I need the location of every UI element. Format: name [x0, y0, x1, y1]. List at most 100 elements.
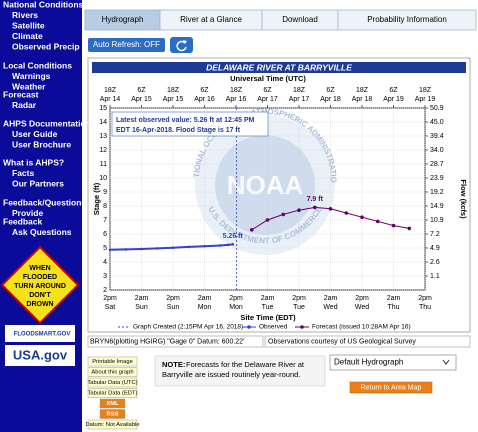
- data-point: [328, 207, 333, 211]
- sidebar-link[interactable]: Radar: [12, 100, 37, 110]
- legend-dot: [300, 325, 304, 329]
- tab[interactable]: [337, 9, 477, 31]
- data-point: [155, 247, 159, 250]
- sidebar-link[interactable]: Our Partners: [12, 178, 64, 188]
- y2-tick-label: 10.9: [430, 217, 444, 224]
- data-point: [218, 244, 222, 247]
- y-tick-label: 11: [100, 161, 107, 168]
- sidebar-link[interactable]: Provide: [12, 208, 43, 218]
- auto-refresh-button[interactable]: [88, 38, 165, 52]
- sidebar-heading: Local Conditions: [3, 60, 72, 70]
- legend-label: Forecast (issued 10:28AM Apr 16): [312, 324, 411, 331]
- x2-tick-label: 18Z: [293, 87, 306, 94]
- note-box: [154, 355, 326, 387]
- side-button[interactable]: [99, 398, 126, 409]
- sidebar-link[interactable]: Observed Precip: [12, 41, 80, 51]
- x-tick-label: 2pm: [355, 295, 369, 302]
- x2-tick-label: Apr 16: [226, 96, 247, 103]
- sidebar-link[interactable]: Ask Questions: [12, 227, 72, 237]
- sidebar-link[interactable]: Climate: [12, 31, 43, 41]
- x2-tick-label: 18Z: [167, 87, 180, 94]
- usagov-text: USA.gov: [13, 347, 68, 362]
- x-tick-label: Thu: [419, 304, 431, 311]
- note-text: Forecasts for the Delaware River at: [186, 360, 305, 369]
- x2-tick-label: Apr 18: [352, 96, 373, 103]
- sidebar-link[interactable]: User Brochure: [12, 139, 71, 149]
- x2-tick-label: 18Z: [419, 87, 432, 94]
- refresh-icon: [183, 40, 187, 44]
- dropdown-label[interactable]: Default Hydrograph: [334, 358, 403, 367]
- side-button[interactable]: [87, 356, 138, 367]
- sidebar-link[interactable]: Facts: [12, 168, 34, 178]
- y-tick-label: 9: [103, 189, 107, 196]
- side-button[interactable]: [87, 367, 138, 377]
- x-tick-label: Thu: [387, 304, 399, 311]
- side-button-label[interactable]: Tabular Data (UTC): [87, 380, 137, 386]
- x-tick-label: Mon: [229, 304, 243, 311]
- usagov-logo[interactable]: [5, 345, 75, 366]
- data-point: [231, 243, 235, 246]
- side-button-label[interactable]: RSS: [107, 412, 119, 418]
- y-tick-label: 6: [103, 231, 107, 238]
- side-button-label[interactable]: XML: [106, 401, 119, 407]
- return-button-label[interactable]: Return to Area Map: [361, 384, 422, 391]
- sidebar-heading: AHPS Documentation: [3, 118, 91, 128]
- sidebar-link[interactable]: Warnings: [12, 71, 51, 81]
- x-tick-label: 2am: [198, 295, 212, 302]
- refresh-button[interactable]: [170, 37, 193, 53]
- auto-refresh-label[interactable]: Auto Refresh: OFF: [93, 40, 160, 49]
- side-button[interactable]: [87, 377, 138, 388]
- x2-tick-label: Apr 19: [383, 96, 404, 103]
- side-button-label[interactable]: Printable Image: [92, 359, 133, 365]
- watermark-text: NOAA: [227, 170, 304, 200]
- y-tick-label: 15: [99, 105, 107, 112]
- y2-tick-label: 14.9: [430, 203, 444, 210]
- tab-label[interactable]: Download: [282, 15, 318, 24]
- side-button[interactable]: [87, 419, 138, 430]
- sidebar-link[interactable]: User Guide: [12, 129, 58, 139]
- refresh-icon: [176, 40, 187, 52]
- dropdown[interactable]: [329, 354, 457, 371]
- tab-label[interactable]: Hydrograph: [102, 15, 144, 24]
- side-button-label[interactable]: Tabular Data (EDT): [88, 391, 138, 397]
- y2-tick-label: 34.0: [430, 147, 444, 154]
- sidebar-heading: Feedback/Questions: [3, 197, 86, 207]
- watermark-logo: [215, 135, 315, 235]
- side-button[interactable]: [99, 409, 126, 419]
- data-point: [265, 218, 270, 222]
- sidebar-link[interactable]: Rivers: [12, 10, 38, 20]
- x2-tick-label: Apr 17: [257, 96, 278, 103]
- data-point: [407, 226, 412, 231]
- x2-tick-label: Apr 15: [131, 96, 152, 103]
- side-button-label[interactable]: About this graph: [91, 370, 133, 376]
- data-point: [203, 244, 206, 248]
- sidebar-heading: What is AHPS?: [3, 157, 64, 167]
- chart-title: DELAWARE RIVER AT BARRYVILLE: [206, 62, 352, 72]
- y-tick-label: 3: [103, 273, 107, 280]
- side-button-label[interactable]: Datum: Not Available: [85, 422, 139, 428]
- y-tick-label: 10: [99, 175, 107, 182]
- x-tick-label: Wed: [323, 304, 337, 311]
- data-point: [281, 212, 286, 217]
- x2-tick-label: Apr 14: [100, 96, 121, 103]
- flood-sign[interactable]: [0, 245, 80, 325]
- floodsmart-logo[interactable]: [5, 325, 75, 342]
- sidebar-link[interactable]: Weather: [12, 81, 46, 91]
- gage-info: BRYN6(plotting HGIRG) "Gage 0" Datum: 60…: [90, 338, 244, 345]
- sidebar-heading: National Conditions: [3, 0, 84, 9]
- tab-label[interactable]: Probability Information: [367, 15, 447, 24]
- y-tick-label: 7: [103, 217, 107, 224]
- tab-label[interactable]: River at a Glance: [180, 15, 242, 24]
- y2-tick-label: 28.7: [430, 161, 444, 168]
- data-point: [171, 246, 175, 250]
- side-button[interactable]: [87, 388, 138, 398]
- x2-tick-label: Apr 17: [289, 96, 310, 103]
- sidebar-link[interactable]: Satellite: [12, 20, 45, 30]
- data-point: [108, 248, 112, 251]
- sidebar-heading: Feedback: [3, 216, 42, 226]
- x2-tick-label: 18Z: [356, 87, 369, 94]
- return-button[interactable]: [349, 381, 433, 394]
- x-axis-title: Site Time (EDT): [240, 313, 296, 322]
- x2-tick-label: 6Z: [263, 87, 272, 94]
